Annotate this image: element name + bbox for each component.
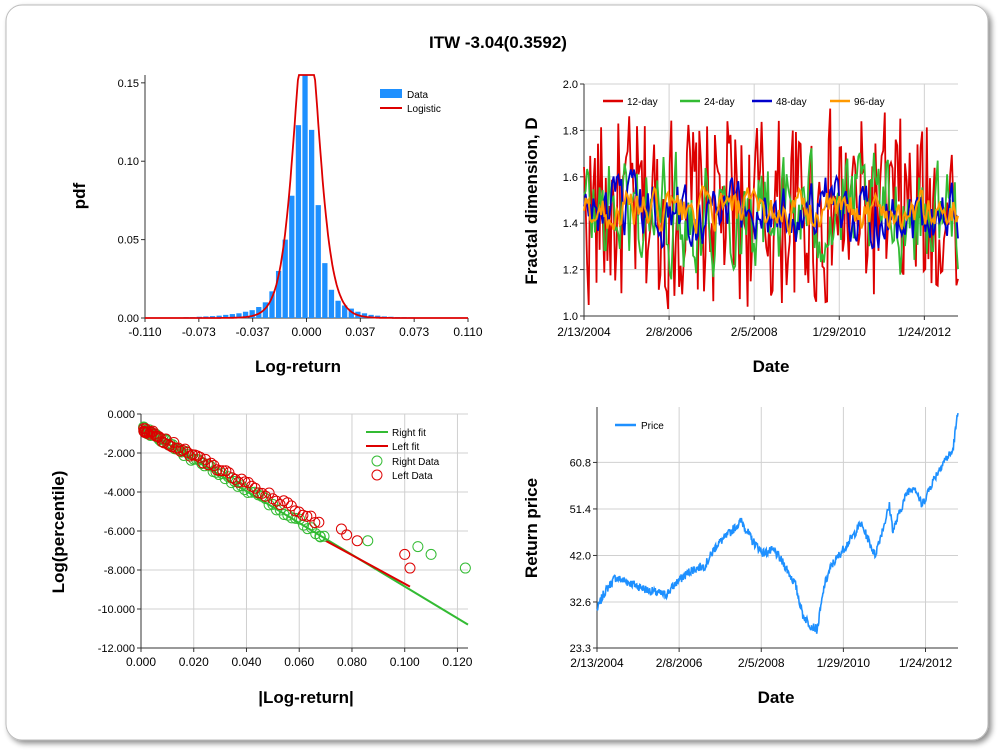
y-tick-label: 0.05 xyxy=(118,235,139,247)
pdf-xlabel: Log-return xyxy=(255,357,341,376)
x-tick-label: 2/5/2008 xyxy=(738,656,785,670)
legend-label-right-data: Right Data xyxy=(392,457,440,468)
x-tick-label: 0.000 xyxy=(126,655,156,669)
y-tick-label: 32.6 xyxy=(570,597,591,609)
y-tick-label: -2.000 xyxy=(104,448,135,460)
y-tick-label: -6.000 xyxy=(104,526,135,538)
page-title: ITW -3.04(0.3592) xyxy=(429,33,567,52)
x-tick-label: 1/24/2012 xyxy=(898,325,952,339)
y-tick-label: -12.000 xyxy=(98,643,135,655)
x-tick-label: 0.080 xyxy=(337,655,367,669)
x-tick-label: 0.100 xyxy=(390,655,420,669)
y-tick-label: 60.8 xyxy=(570,457,591,469)
fractal-xlabel: Date xyxy=(753,357,790,376)
y-tick-label: 2.0 xyxy=(563,79,578,91)
x-tick-label: -0.037 xyxy=(236,325,270,339)
x-tick-label: -0.110 xyxy=(128,325,161,339)
legend-label-12-day: 12-day xyxy=(627,97,658,108)
x-tick-label: -0.073 xyxy=(182,325,216,339)
y-tick-label: 51.4 xyxy=(570,504,591,516)
x-tick-label: 1/29/2010 xyxy=(813,325,867,339)
x-tick-label: 2/13/2004 xyxy=(570,656,624,670)
histogram-bar xyxy=(296,125,301,318)
y-tick-label: 0.10 xyxy=(118,156,139,168)
fractal-ylabel: Fractal dimension, D xyxy=(522,117,541,284)
y-tick-label: 1.6 xyxy=(563,172,578,184)
y-tick-label: -8.000 xyxy=(104,565,135,577)
y-tick-label: 1.4 xyxy=(563,218,578,230)
legend-label-right-fit: Right fit xyxy=(392,428,426,439)
price-ylabel: Return price xyxy=(522,478,541,578)
legend-label-data: Data xyxy=(407,90,429,101)
histogram-bar xyxy=(289,196,294,318)
legend-swatch-data xyxy=(380,89,402,98)
x-tick-label: 2/8/2006 xyxy=(646,325,693,339)
x-tick-label: 2/8/2006 xyxy=(656,656,703,670)
histogram-bar xyxy=(309,130,314,318)
x-tick-label: 0.020 xyxy=(179,655,209,669)
price-xlabel: Date xyxy=(758,688,795,707)
histogram-bar xyxy=(316,205,321,318)
legend-label-24-day: 24-day xyxy=(704,97,735,108)
x-tick-label: 0.060 xyxy=(284,655,314,669)
histogram-bar xyxy=(335,301,340,318)
y-tick-label: 0.00 xyxy=(118,313,139,325)
y-tick-label: 1.2 xyxy=(563,265,578,277)
x-tick-label: 0.110 xyxy=(453,325,482,339)
y-tick-label: -10.000 xyxy=(98,604,135,616)
legend-label-left-fit: Left fit xyxy=(392,442,419,453)
y-tick-label: 0.000 xyxy=(107,409,135,421)
y-tick-label: 0.15 xyxy=(118,78,139,90)
x-tick-label: 1/29/2010 xyxy=(817,656,871,670)
x-tick-label: 2/5/2008 xyxy=(731,325,778,339)
pdf-ylabel: pdf xyxy=(70,182,89,209)
histogram-bar xyxy=(302,75,307,318)
legend-label-left-data: Left Data xyxy=(392,471,433,482)
x-tick-label: 0.037 xyxy=(345,325,375,339)
legend-label-48-day: 48-day xyxy=(776,97,807,108)
x-tick-label: 0.000 xyxy=(291,325,321,339)
legend-label-logistic: Logistic xyxy=(407,104,441,115)
histogram-bar xyxy=(322,263,327,318)
legend-label-96-day: 96-day xyxy=(854,97,885,108)
legend-label-price: Price xyxy=(641,421,664,432)
y-tick-label: 42.0 xyxy=(570,550,591,562)
x-tick-label: 2/13/2004 xyxy=(557,325,611,339)
x-tick-label: 1/24/2012 xyxy=(899,656,953,670)
tail-xlabel: |Log-return| xyxy=(258,688,353,707)
histogram-bar xyxy=(329,290,334,318)
x-tick-label: 0.040 xyxy=(231,655,261,669)
x-tick-label: 0.120 xyxy=(442,655,472,669)
y-tick-label: 1.0 xyxy=(563,311,578,323)
tail-ylabel: Log(percentile) xyxy=(49,471,68,594)
y-tick-label: 23.3 xyxy=(570,643,591,655)
y-tick-label: 1.8 xyxy=(563,125,578,137)
x-tick-label: 0.073 xyxy=(399,325,429,339)
y-tick-label: -4.000 xyxy=(104,487,135,499)
